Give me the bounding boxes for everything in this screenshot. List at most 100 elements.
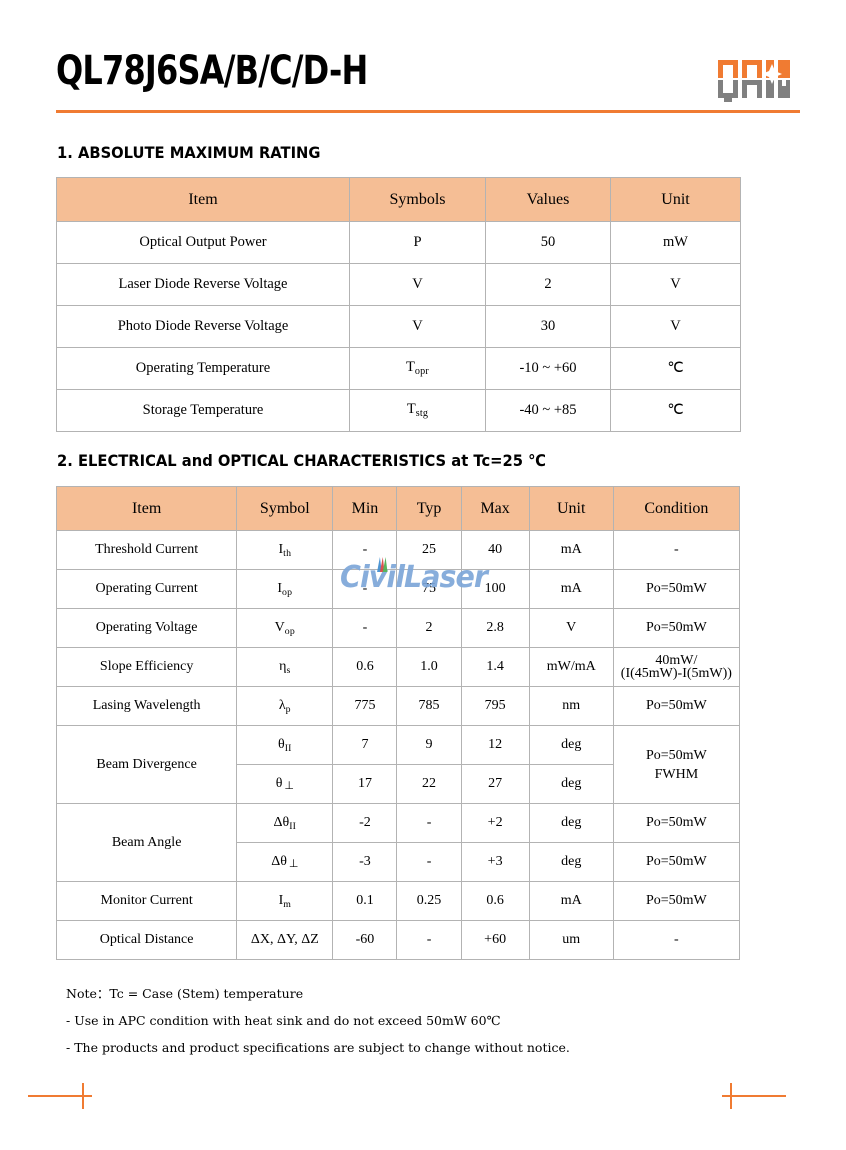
cell-symbol: ΔX, ΔY, ΔZ xyxy=(236,920,334,960)
cell-unit: mA xyxy=(528,881,614,921)
cell-unit: mW xyxy=(610,221,741,264)
cell-unit: deg xyxy=(528,725,614,765)
cell-condition: 40mW/ (I(45mW)-I(5mW)) xyxy=(612,647,741,687)
cell-unit: V xyxy=(528,608,614,648)
page-title: QL78J6SA/B/C/D-H xyxy=(56,48,368,94)
cell-min: - xyxy=(332,530,398,570)
cell-max: +60 xyxy=(460,920,530,960)
qsi-logo xyxy=(716,58,792,104)
cell-min: -2 xyxy=(332,803,398,843)
crop-mark-left xyxy=(28,1083,92,1109)
cell-max: +2 xyxy=(460,803,530,843)
crop-mark-vertical xyxy=(82,1083,84,1109)
cell-min: 7 xyxy=(332,725,398,765)
cell-unit: deg xyxy=(528,803,614,843)
cell-item: Threshold Current xyxy=(55,530,238,570)
cell-item: Laser Diode Reverse Voltage xyxy=(56,263,350,306)
cell-min: 0.6 xyxy=(332,647,398,687)
cell-symbol: Im xyxy=(236,881,334,921)
cell-symbol: Δθ ⊥ xyxy=(236,842,334,882)
table-row: Laser Diode Reverse Voltage V 2 V xyxy=(56,263,741,306)
cell-item: Lasing Wavelength xyxy=(55,686,238,726)
cell-condition: Po=50mW xyxy=(612,569,741,609)
cell-symbol: V xyxy=(349,305,486,348)
electrical-optical-characteristics-table: Item Symbol Min Typ Max Unit Condition T… xyxy=(55,486,741,960)
cell-typ: 22 xyxy=(396,764,462,804)
cell-typ: 2 xyxy=(396,608,462,648)
cell-condition: Po=50mW xyxy=(612,803,741,843)
cell-min: - xyxy=(332,608,398,648)
cell-typ: 785 xyxy=(396,686,462,726)
cell-value: -10 ~ +60 xyxy=(485,347,611,390)
table-row: Optical Output Power P 50 mW xyxy=(56,221,741,264)
section-2-heading: 2. ELECTRICAL and OPTICAL CHARACTERISTIC… xyxy=(57,451,546,470)
cell-typ: 9 xyxy=(396,725,462,765)
table-row: Beam Angle ΔθII -2 - +2 deg Po=50mW xyxy=(55,803,741,882)
cell-min: - xyxy=(332,569,398,609)
cell-max: 40 xyxy=(460,530,530,570)
cell-unit: mW/mA xyxy=(528,647,614,687)
symbol-subscript: op xyxy=(284,625,295,637)
table-header-row: Item Symbols Values Unit xyxy=(56,177,741,222)
column-header-item: Item xyxy=(56,177,350,222)
symbol-subscript: th xyxy=(283,547,292,559)
cell-max: 27 xyxy=(460,764,530,804)
table-row: Slope Efficiency ηs 0.6 1.0 1.4 mW/mA 40… xyxy=(55,647,741,687)
condition-line-1: 40mW/ xyxy=(655,653,698,668)
symbol-subscript: p xyxy=(285,703,291,715)
crop-mark-horizontal xyxy=(722,1095,786,1097)
note-line-3: - The products and product specification… xyxy=(66,1040,570,1055)
table-header-row: Item Symbol Min Typ Max Unit Condition xyxy=(55,486,741,531)
cell-value: 2 xyxy=(485,263,611,306)
column-header-values: Values xyxy=(485,177,611,222)
cell-item: Monitor Current xyxy=(55,881,238,921)
table-row: Optical Distance ΔX, ΔY, ΔZ -60 - +60 um… xyxy=(55,920,741,960)
condition-line-1: Po=50mW xyxy=(645,747,707,763)
cell-typ: - xyxy=(396,803,462,843)
cell-typ: 25 xyxy=(396,530,462,570)
cell-max: 100 xyxy=(460,569,530,609)
cell-typ: - xyxy=(396,920,462,960)
cell-min: -3 xyxy=(332,842,398,882)
cell-typ: 1.0 xyxy=(396,647,462,687)
page-header: QL78J6SA/B/C/D-H xyxy=(0,0,846,118)
notes-block: Note：Tc = Case (Stem) temperature - Use … xyxy=(66,980,766,1061)
cell-max: 795 xyxy=(460,686,530,726)
cell-min: 0.1 xyxy=(332,881,398,921)
symbol-subscript: opr xyxy=(414,366,429,378)
cell-unit: mA xyxy=(528,530,614,570)
cell-max: +3 xyxy=(460,842,530,882)
cell-value: -40 ~ +85 xyxy=(485,389,611,432)
absolute-maximum-rating-table: Item Symbols Values Unit Optical Output … xyxy=(56,177,741,432)
cell-unit: deg xyxy=(528,842,614,882)
cell-unit: ℃ xyxy=(610,347,741,390)
column-header-symbol: Symbol xyxy=(236,486,334,531)
column-header-max: Max xyxy=(460,486,530,531)
cell-min: -60 xyxy=(332,920,398,960)
cell-max: 12 xyxy=(460,725,530,765)
cell-typ: 0.25 xyxy=(396,881,462,921)
table-row: Beam Divergence θII 7 9 12 deg Po=50mW F… xyxy=(55,725,741,804)
cell-unit: um xyxy=(528,920,614,960)
cell-typ: 75 xyxy=(396,569,462,609)
cell-symbol: θ ⊥ xyxy=(236,764,334,804)
crop-mark-vertical xyxy=(730,1083,732,1109)
column-header-unit: Unit xyxy=(610,177,741,222)
cell-item: Operating Temperature xyxy=(56,347,350,390)
cell-item: Optical Output Power xyxy=(56,221,350,264)
cell-max: 2.8 xyxy=(460,608,530,648)
cell-symbol: Iop xyxy=(236,569,334,609)
cell-unit: V xyxy=(610,263,741,306)
table-row: Lasing Wavelength λp 775 785 795 nm Po=5… xyxy=(55,686,741,726)
cell-condition: Po=50mW xyxy=(612,881,741,921)
cell-item: Slope Efficiency xyxy=(55,647,238,687)
table-row: Threshold Current Ith - 25 40 mA - xyxy=(55,530,741,570)
cell-min: 775 xyxy=(332,686,398,726)
table-row: Operating Temperature Topr -10 ~ +60 ℃ xyxy=(56,347,741,390)
cell-max: 0.6 xyxy=(460,881,530,921)
cell-condition: - xyxy=(612,920,741,960)
cell-symbol: ηs xyxy=(236,647,334,687)
crop-mark-right xyxy=(722,1083,786,1109)
cell-symbol: λp xyxy=(236,686,334,726)
symbol-subscript: II xyxy=(284,742,292,754)
